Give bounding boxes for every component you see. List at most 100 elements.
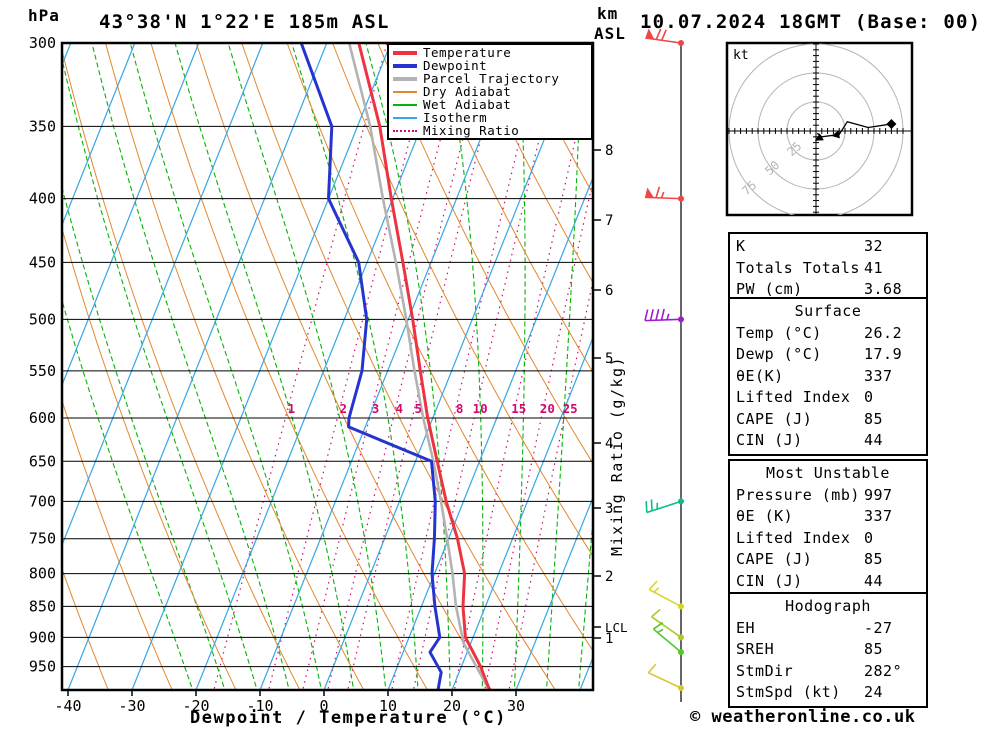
- table-row: Totals Totals 41: [736, 258, 920, 280]
- hodograph-arrowhead: [814, 133, 824, 141]
- isotherm-line: [323, 43, 584, 690]
- table-row-value: 282°: [864, 661, 903, 680]
- legend-item: Parcel Trajectory: [391, 72, 591, 85]
- legend-item-label: Parcel Trajectory: [423, 71, 560, 86]
- mixing-ratio-value-label: 4: [396, 401, 404, 416]
- table-row-value: -27: [864, 618, 893, 637]
- table-row: θE (K) 337: [736, 506, 920, 528]
- hodograph-stats-table: Hodograph EH -27 SREH 85 StmDir 282° StmSpd (kt…: [728, 592, 928, 708]
- pressure-tick-label: 550: [29, 362, 56, 380]
- table-row-value: 337: [864, 507, 893, 525]
- table-row-label: SREH: [736, 640, 775, 658]
- isotherm-line: [62, 43, 200, 387]
- mixing-ratio-value-label: 5: [414, 401, 422, 416]
- copyright: © weatheronline.co.uk: [690, 707, 916, 727]
- legend-isotherm-swatch: [393, 116, 417, 119]
- km-tick-label: 7: [605, 213, 613, 229]
- table-row-label: CAPE (J): [736, 409, 813, 428]
- wet-adiabat-line: [291, 43, 419, 690]
- barb-level-dot: [678, 634, 684, 641]
- legend-item-label: Temperature: [423, 45, 512, 60]
- legend-item-label: Dry Adiabat: [423, 84, 512, 99]
- table-row-label: Totals Totals: [736, 258, 860, 277]
- barb-staff: [648, 672, 682, 689]
- table-row-value: 337: [864, 366, 893, 385]
- table-row-value: 41: [864, 258, 884, 277]
- barb-half: [657, 628, 664, 634]
- table-row-label: K: [736, 237, 746, 255]
- mixing-ratio-line: [391, 43, 544, 690]
- isotherm-line: [387, 175, 593, 690]
- table-row-value: 85: [864, 550, 884, 568]
- wind-barb: [650, 608, 684, 641]
- table-row: EH -27: [736, 618, 920, 640]
- mixing-ratio-value-label: 2: [340, 401, 348, 416]
- parcel-trajectory-curve: [347, 43, 491, 690]
- table-row-label: Temp (°C): [736, 323, 822, 342]
- table-row: Dewp (°C) 17.9: [736, 344, 920, 366]
- table-row-label: Dewp (°C): [736, 345, 822, 363]
- wet-adiabat-line: [578, 513, 593, 690]
- isotherm-line: [515, 495, 593, 690]
- table-title: Hodograph: [785, 597, 871, 615]
- mixing-ratio-value-label: 10: [473, 401, 488, 416]
- table-row-value: 24: [864, 683, 884, 701]
- legend-item: Dry Adiabat: [391, 85, 591, 98]
- table-row-value: 0: [864, 528, 874, 547]
- table-row: CAPE (J) 85: [736, 549, 920, 571]
- table-row: K 32: [736, 236, 920, 258]
- table-row-label: CAPE (J): [736, 550, 813, 568]
- pressure-tick-label: 900: [29, 628, 56, 646]
- mixing-ratio-axis-label: Mixing Ratio (g/kg): [608, 356, 626, 556]
- barb-level-dot: [678, 316, 684, 323]
- indices-table: K 32 Totals Totals 41 PW (cm) 3.68: [728, 232, 928, 305]
- table-row: θE(K) 337: [736, 366, 920, 388]
- pressure-tick-label: 450: [29, 253, 56, 271]
- legend-item-label: Dewpoint: [423, 58, 488, 73]
- dry-adiabat-line: [62, 399, 173, 690]
- mixing-ratio-value-label: 15: [511, 401, 526, 416]
- barb-full: [648, 580, 658, 591]
- barb-full: [660, 29, 667, 41]
- table-row-label: CIN (J): [736, 431, 803, 449]
- pressure-tick-label: 750: [29, 530, 56, 548]
- legend-dry-adiabat-swatch: [393, 90, 417, 93]
- barb-half: [666, 313, 670, 321]
- barb-staff: [651, 616, 682, 639]
- barb-pennant: [645, 187, 655, 198]
- isotherm-line: [67, 43, 328, 690]
- km-tick-label: 8: [605, 143, 613, 159]
- pressure-unit-label: hPa: [28, 6, 60, 25]
- legend-mixing-ratio-swatch: [393, 129, 417, 132]
- isotherm-line: [0, 43, 7, 690]
- hodograph-arrowhead: [831, 130, 840, 139]
- isotherm-line: [259, 43, 520, 690]
- dry-adiabat-line: [422, 43, 593, 374]
- surface-table: Surface Temp (°C) 26.2 Dewp (°C) 17.9 θE(K) 33…: [728, 297, 928, 456]
- mixing-ratio-value-label: 3: [372, 401, 380, 416]
- table-row-label: Lifted Index: [736, 528, 851, 547]
- table-row-label: Pressure (mb): [736, 485, 860, 504]
- table-row: Lifted Index 0: [736, 528, 920, 550]
- isotherm-line: [62, 43, 264, 547]
- pressure-tick-label: 500: [29, 310, 56, 328]
- table-row-value: 32: [864, 237, 884, 255]
- table-row: PW (cm) 3.68: [736, 279, 920, 301]
- isotherm-line: [195, 43, 456, 690]
- table-row: Lifted Index 0: [736, 387, 920, 409]
- plot-area: [0, 43, 593, 690]
- asl-unit-label: ASL: [594, 24, 626, 43]
- legend-temperature-swatch: [393, 50, 417, 55]
- table-row-label: Lifted Index: [736, 388, 851, 406]
- km-tick-label: 2: [605, 569, 613, 585]
- dry-adiabat-line: [468, 43, 593, 284]
- table-row-value: 0: [864, 388, 874, 406]
- pressure-tick-label: 600: [29, 409, 56, 427]
- pressure-tick-label: 850: [29, 597, 56, 615]
- wind-barb: [652, 621, 684, 656]
- table-row-value: 85: [864, 409, 884, 428]
- x-tick-label: 20: [443, 697, 461, 715]
- table-row-value: 85: [864, 640, 884, 658]
- km-tick-label: 4: [605, 436, 613, 452]
- legend-item: Mixing Ratio: [391, 124, 591, 137]
